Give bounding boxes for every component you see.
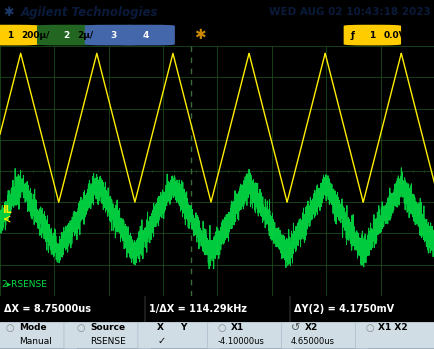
- Text: 5.000%/: 5.000%/: [265, 31, 305, 39]
- Text: 3: 3: [110, 31, 116, 39]
- Text: ○: ○: [5, 323, 14, 333]
- Text: Agilent Technologies: Agilent Technologies: [21, 6, 158, 18]
- FancyBboxPatch shape: [281, 322, 367, 349]
- Text: 0.0V: 0.0V: [383, 31, 405, 39]
- FancyBboxPatch shape: [117, 25, 174, 45]
- Text: Source: Source: [90, 323, 125, 332]
- Text: X2: X2: [304, 323, 317, 332]
- FancyBboxPatch shape: [343, 25, 400, 45]
- Text: -4.10000us: -4.10000us: [217, 337, 264, 346]
- FancyBboxPatch shape: [37, 25, 95, 45]
- Text: 2: 2: [63, 31, 69, 39]
- Text: IL: IL: [3, 205, 12, 215]
- Text: ƒ: ƒ: [349, 31, 353, 39]
- FancyBboxPatch shape: [0, 322, 76, 349]
- Text: ○: ○: [217, 323, 226, 333]
- Text: 1/ΔX = 114.29kHz: 1/ΔX = 114.29kHz: [149, 304, 247, 314]
- Text: ✱: ✱: [194, 28, 205, 42]
- Text: Manual: Manual: [20, 337, 53, 346]
- FancyBboxPatch shape: [355, 322, 434, 349]
- Text: X1: X1: [230, 323, 243, 332]
- Text: 200μ/: 200μ/: [21, 31, 49, 39]
- Text: ○: ○: [365, 323, 373, 333]
- Text: 1: 1: [368, 31, 375, 39]
- Text: X1 X2: X1 X2: [378, 323, 407, 332]
- Text: ✱: ✱: [3, 6, 14, 18]
- Text: Stop: Stop: [319, 31, 342, 39]
- FancyBboxPatch shape: [85, 25, 142, 45]
- Text: WED AUG 02 10:43:18 2023: WED AUG 02 10:43:18 2023: [268, 7, 430, 17]
- Text: 0.0s: 0.0s: [228, 31, 249, 39]
- Text: 4: 4: [143, 31, 149, 39]
- FancyBboxPatch shape: [138, 322, 220, 349]
- Text: RSENSE: RSENSE: [90, 337, 126, 346]
- Text: ✓: ✓: [158, 336, 166, 346]
- Text: Mode: Mode: [20, 323, 47, 332]
- Text: ΔX = 8.75000us: ΔX = 8.75000us: [4, 304, 91, 314]
- FancyBboxPatch shape: [0, 25, 39, 45]
- Text: 2▸RSENSE: 2▸RSENSE: [1, 280, 46, 289]
- Text: ○: ○: [76, 323, 85, 333]
- Text: 2μ/: 2μ/: [77, 31, 93, 39]
- FancyBboxPatch shape: [207, 322, 293, 349]
- Text: ΔY(2) = 4.1750mV: ΔY(2) = 4.1750mV: [294, 304, 394, 314]
- Text: Y: Y: [180, 323, 187, 332]
- Text: ↺: ↺: [290, 323, 299, 333]
- Text: 1: 1: [7, 31, 13, 39]
- FancyBboxPatch shape: [64, 322, 150, 349]
- Text: 4.65000us: 4.65000us: [290, 337, 334, 346]
- Text: X: X: [156, 323, 163, 332]
